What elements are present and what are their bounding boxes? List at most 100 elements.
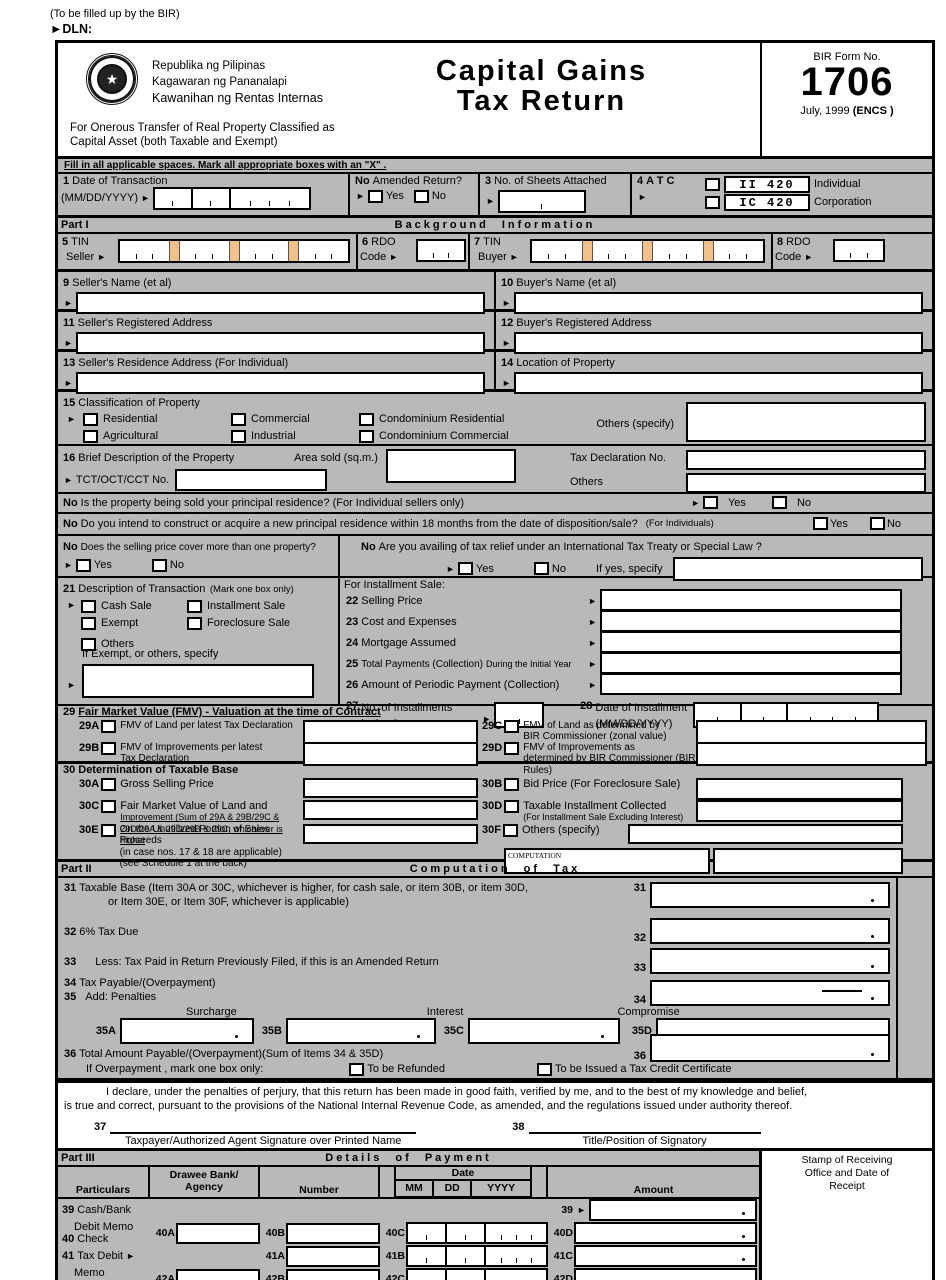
buyer-rdo-code-input[interactable] bbox=[833, 238, 885, 262]
check-amount[interactable] bbox=[574, 1222, 757, 1245]
others-number-input[interactable] bbox=[286, 1268, 380, 1280]
others-base-checkbox[interactable] bbox=[502, 823, 518, 837]
fmv-land-taxdec-input[interactable] bbox=[303, 719, 478, 744]
check-date-input[interactable] bbox=[406, 1222, 548, 1245]
atc-individual-checkbox[interactable] bbox=[705, 177, 720, 191]
seller-registered-address-input[interactable] bbox=[75, 331, 485, 354]
tax-debit-date-input[interactable] bbox=[406, 1245, 548, 1268]
amended-no-checkbox[interactable] bbox=[413, 189, 429, 203]
fmv-land-improvement-input[interactable] bbox=[303, 799, 478, 820]
exempt-specify-input[interactable] bbox=[82, 663, 314, 698]
others-date-input[interactable] bbox=[406, 1268, 548, 1280]
others-amount[interactable] bbox=[574, 1268, 757, 1280]
computation-amount-input[interactable] bbox=[713, 847, 903, 874]
tax-debit-amount[interactable] bbox=[574, 1245, 757, 1268]
buyer-registered-address-input[interactable] bbox=[513, 331, 923, 354]
total-payments-input[interactable] bbox=[600, 652, 902, 675]
cash-sale-checkbox[interactable] bbox=[81, 599, 96, 613]
row-37-38-signatures: 37 Taxpayer/Authorized Agent Signature o… bbox=[58, 1114, 932, 1151]
tct-oct-cct-input[interactable] bbox=[175, 468, 328, 491]
transaction-date-mm-input[interactable] bbox=[152, 186, 193, 210]
selling-price-input[interactable] bbox=[600, 589, 902, 612]
transaction-date-yyyy-input[interactable] bbox=[228, 186, 311, 210]
property-location-input[interactable] bbox=[513, 371, 923, 394]
new-residence-no-checkbox[interactable] bbox=[869, 517, 885, 531]
classification-others-input[interactable] bbox=[686, 401, 926, 442]
fmv-land-taxdec-checkbox[interactable] bbox=[101, 719, 117, 733]
buyer-name-input[interactable] bbox=[513, 291, 923, 314]
tax-payable-amount[interactable] bbox=[650, 979, 890, 1006]
buyer-tin-input[interactable] bbox=[530, 238, 765, 263]
exempt-checkbox[interactable] bbox=[81, 616, 96, 630]
fmv-land-zonal-checkbox[interactable] bbox=[504, 719, 520, 733]
bid-price-input[interactable] bbox=[696, 777, 903, 800]
condo-commercial-checkbox[interactable] bbox=[359, 429, 374, 443]
principal-residence-yes-checkbox[interactable] bbox=[702, 496, 718, 510]
industrial-checkbox[interactable] bbox=[231, 429, 246, 443]
fmv-improvements-taxdec-input[interactable] bbox=[303, 741, 478, 766]
bid-price-checkbox[interactable] bbox=[504, 777, 520, 791]
amended-yes-checkbox[interactable] bbox=[367, 189, 383, 203]
mortgage-assumed-input[interactable] bbox=[600, 631, 902, 654]
area-sold-input[interactable] bbox=[385, 448, 516, 483]
computation-box[interactable]: COMPUTATION bbox=[504, 847, 710, 874]
new-residence-yes-checkbox[interactable] bbox=[812, 517, 828, 531]
multiple-property-no-checkbox[interactable] bbox=[151, 558, 167, 572]
compromise-amount[interactable] bbox=[468, 1017, 620, 1044]
gross-selling-price-input[interactable] bbox=[303, 777, 478, 798]
to-be-refunded-checkbox[interactable] bbox=[349, 1062, 365, 1076]
interest-amount[interactable] bbox=[286, 1017, 436, 1044]
fmv-improvements-taxdec-checkbox[interactable] bbox=[101, 741, 117, 755]
sheets-attached-input[interactable] bbox=[497, 189, 586, 213]
check-number-input[interactable] bbox=[286, 1222, 380, 1244]
row-30-taxable-base: 30 Determination of Taxable Base 30A Gross… bbox=[58, 764, 932, 874]
tax-debit-memo-input[interactable] bbox=[286, 1245, 380, 1267]
fmv-land-zonal-input[interactable] bbox=[696, 719, 927, 744]
fmv-land-improvement-checkbox[interactable] bbox=[101, 799, 117, 813]
signatory-title-line[interactable] bbox=[528, 1121, 761, 1134]
taxable-installment-input[interactable] bbox=[696, 799, 903, 822]
principal-residence-no-checkbox[interactable] bbox=[771, 496, 787, 510]
tax-due-amount[interactable] bbox=[650, 917, 890, 944]
tax-relief-no-checkbox[interactable] bbox=[533, 562, 549, 576]
installment-sale-checkbox[interactable] bbox=[187, 599, 202, 613]
tax-relief-yes-checkbox[interactable] bbox=[457, 562, 473, 576]
tax-credit-certificate-checkbox[interactable] bbox=[536, 1062, 552, 1076]
transaction-date-dd-input[interactable] bbox=[190, 186, 231, 210]
seller-tin-input[interactable] bbox=[118, 238, 350, 263]
buyer-tin-field: 7 TIN Buyer ► bbox=[470, 233, 773, 269]
surcharge-amount[interactable] bbox=[120, 1017, 254, 1044]
taxable-installment-checkbox[interactable] bbox=[504, 799, 520, 813]
seller-rdo-code-input[interactable] bbox=[415, 238, 466, 262]
fmv-improvements-bir-checkbox[interactable] bbox=[504, 741, 520, 755]
fmv-improvements-bir-input[interactable] bbox=[696, 741, 927, 766]
description-others-input[interactable] bbox=[686, 472, 926, 493]
unutilized-portion-input[interactable] bbox=[303, 823, 478, 844]
unutilized-portion-checkbox[interactable] bbox=[100, 823, 116, 837]
foreclosure-sale-checkbox[interactable] bbox=[187, 616, 202, 630]
multiple-property-yes-checkbox[interactable] bbox=[75, 558, 91, 572]
condo-residential-checkbox[interactable] bbox=[359, 412, 374, 426]
tax-declaration-input[interactable] bbox=[686, 449, 926, 470]
agricultural-checkbox[interactable] bbox=[83, 429, 98, 443]
commercial-checkbox[interactable] bbox=[231, 412, 246, 426]
periodic-payment-input[interactable] bbox=[600, 673, 902, 696]
agency-bureau: Kawanihan ng Rentas Internas bbox=[152, 91, 323, 106]
seller-name-input[interactable] bbox=[75, 291, 485, 314]
taxable-base-amount[interactable] bbox=[650, 881, 890, 908]
check-bank-input[interactable] bbox=[176, 1222, 260, 1244]
atc-corporation-checkbox[interactable] bbox=[705, 195, 720, 209]
seller-registered-address-field: 11 Seller's Registered Address ► bbox=[58, 311, 496, 354]
gross-selling-price-checkbox[interactable] bbox=[101, 777, 117, 791]
others-payment-input[interactable] bbox=[176, 1268, 260, 1280]
tax-previously-paid-amount[interactable] bbox=[650, 947, 890, 974]
others-base-specify-input[interactable] bbox=[628, 823, 903, 844]
seller-residence-address-input[interactable] bbox=[75, 371, 485, 394]
total-amount-payable[interactable] bbox=[650, 1033, 890, 1062]
residential-checkbox[interactable] bbox=[83, 412, 98, 426]
cash-bank-amount[interactable] bbox=[588, 1199, 757, 1222]
others-transaction-checkbox[interactable] bbox=[81, 637, 96, 651]
cost-expenses-input[interactable] bbox=[600, 610, 902, 633]
tax-relief-specify-input[interactable] bbox=[672, 556, 923, 581]
taxpayer-signature-line[interactable] bbox=[110, 1121, 417, 1134]
